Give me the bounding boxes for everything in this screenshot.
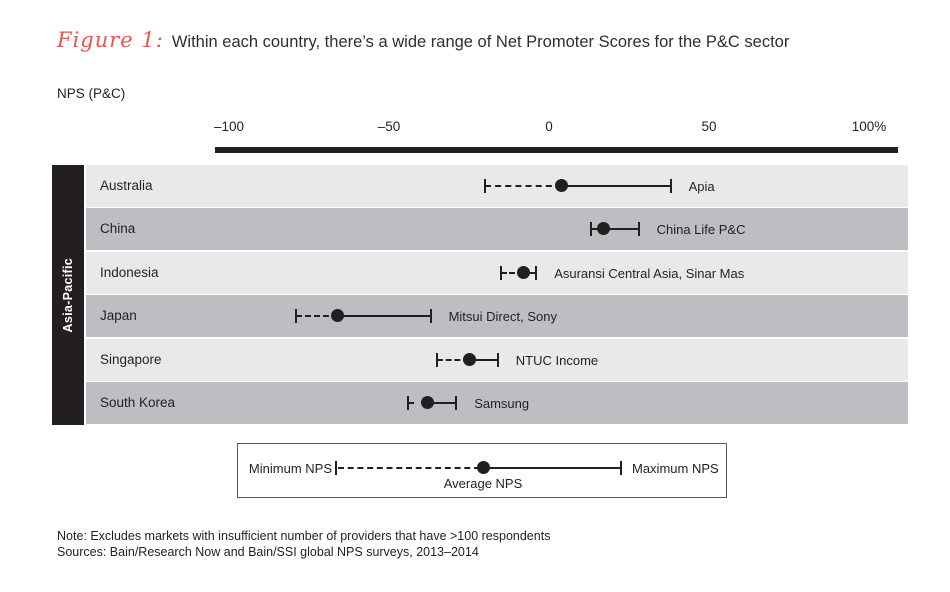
legend-average-dot [477, 461, 490, 474]
legend-max-label: Maximum NPS [632, 461, 719, 476]
max-provider-annotation: Mitsui Direct, Sony [448, 309, 557, 325]
country-label: China [100, 221, 136, 237]
legend-min-tick [335, 461, 337, 475]
average-to-max-line [561, 185, 671, 187]
minimum-nps-tick [500, 265, 502, 280]
x-axis-tick-label: 100% [851, 119, 887, 134]
sources-line: Sources: Bain/Research Now and Bain/SSI … [57, 545, 479, 559]
figure-number-label: Figure 1: [57, 28, 164, 52]
country-row: Japan Mitsui Direct, Sony [86, 295, 908, 338]
chart-rows: Australia Apia China China Life P&C Indonesi… [86, 165, 908, 425]
x-axis-tick-labels: –100 –50 0 50 100% [0, 119, 950, 137]
max-provider-annotation: NTUC Income [515, 352, 599, 368]
min-to-average-dashed-line [408, 402, 428, 404]
maximum-nps-tick [496, 352, 499, 367]
min-to-average-dashed-line [437, 358, 469, 361]
x-axis-line [215, 147, 898, 153]
x-axis-tick-label: 0 [545, 119, 553, 134]
legend-box: Minimum NPS Maximum NPS Average NPS [237, 443, 727, 498]
average-to-max-line [469, 358, 498, 361]
average-to-max-line [337, 315, 431, 318]
average-nps-dot [596, 222, 610, 236]
country-row: Singapore NTUC Income [86, 338, 908, 381]
maximum-nps-tick [535, 265, 538, 280]
maximum-nps-tick [455, 396, 458, 410]
country-row: Australia Apia [86, 165, 908, 207]
legend-min-label: Minimum NPS [248, 461, 332, 476]
average-nps-dot [331, 309, 345, 323]
x-axis-tick-label: –50 [377, 119, 401, 134]
average-nps-dot [516, 265, 530, 279]
country-label: Japan [100, 308, 137, 324]
average-to-max-line [603, 228, 639, 231]
maximum-nps-tick [429, 309, 432, 324]
average-nps-dot [555, 179, 569, 192]
max-provider-annotation: Samsung [474, 396, 530, 411]
region-sidebar: Asia-Pacific [52, 165, 84, 425]
figure-title-text: Within each country, there’s a wide rang… [171, 33, 790, 51]
region-sidebar-label: Asia-Pacific [61, 257, 75, 333]
country-label: Indonesia [100, 264, 159, 280]
minimum-nps-tick [407, 396, 410, 410]
legend-dashed-segment [338, 467, 480, 469]
country-row: Indonesia Asuransi Central Asia, Sinar Ma… [86, 251, 908, 294]
country-label: South Korea [100, 395, 176, 410]
min-to-average-dashed-line [485, 185, 562, 187]
average-nps-dot [420, 396, 434, 409]
axis-title: NPS (P&C) [57, 86, 126, 101]
legend-solid-segment [490, 467, 620, 469]
country-label: Singapore [100, 351, 162, 367]
minimum-nps-tick [484, 179, 486, 193]
country-row: South Korea Samsung [86, 382, 908, 424]
minimum-nps-tick [589, 222, 592, 237]
min-to-average-dashed-line [296, 315, 338, 318]
legend-avg-label: Average NPS [443, 476, 523, 491]
min-to-average-dashed-line [501, 271, 524, 274]
footnote: Note: Excludes markets with insufficient… [57, 529, 551, 543]
average-nps-dot [462, 352, 476, 366]
figure-title-line: Figure 1: Within each country, there’s a … [57, 28, 789, 52]
maximum-nps-tick [637, 222, 640, 237]
legend-max-tick [620, 461, 622, 475]
country-row: China China Life P&C [86, 208, 908, 251]
max-provider-annotation: Asuransi Central Asia, Sinar Mas [554, 265, 745, 281]
x-axis-tick-label: 50 [701, 119, 717, 134]
max-provider-annotation: China Life P&C [656, 222, 746, 238]
minimum-nps-tick [295, 309, 298, 324]
average-to-max-line [427, 402, 457, 404]
minimum-nps-tick [436, 352, 438, 367]
country-label: Australia [100, 178, 153, 193]
x-axis-tick-label: –100 [213, 119, 245, 134]
max-provider-annotation: Apia [688, 179, 715, 194]
maximum-nps-tick [669, 179, 672, 193]
